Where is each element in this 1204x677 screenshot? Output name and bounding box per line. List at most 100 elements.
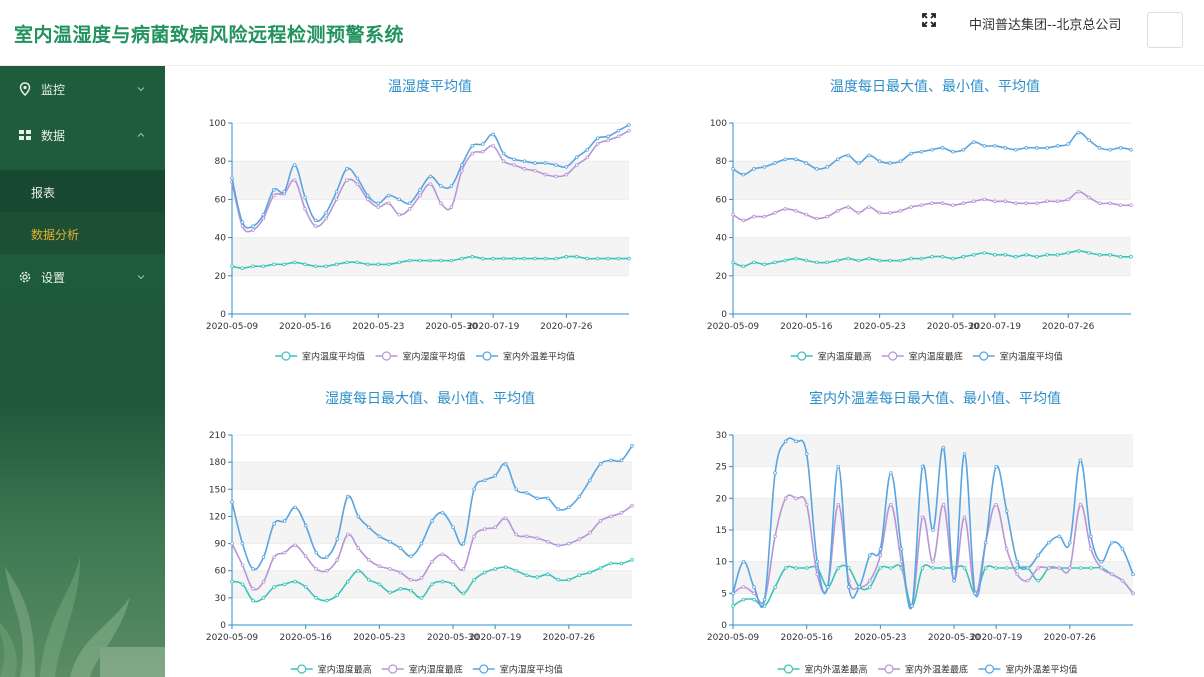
- chart-title: 温湿度平均值: [388, 79, 472, 95]
- y-tick-label: 150: [209, 485, 226, 495]
- data-point: [418, 193, 422, 198]
- data-point: [961, 254, 966, 259]
- avatar[interactable]: [1147, 12, 1183, 48]
- data-point: [1087, 195, 1091, 200]
- data-point: [836, 566, 841, 570]
- data-point: [588, 478, 592, 483]
- data-point: [449, 258, 454, 263]
- data-point: [941, 502, 946, 507]
- data-point: [616, 128, 621, 133]
- data-point: [773, 210, 777, 215]
- data-point: [240, 582, 245, 587]
- chart-title: 湿度每日最大值、最小值、平均值: [325, 391, 535, 407]
- data-point: [1013, 201, 1018, 206]
- data-point: [324, 210, 328, 215]
- y-tick-label: 0: [220, 621, 226, 631]
- data-point: [449, 205, 454, 209]
- data-point: [439, 258, 443, 263]
- data-point: [409, 577, 413, 582]
- sidebar-item-data-analysis[interactable]: 数据分析: [0, 212, 165, 254]
- data-point: [1024, 146, 1029, 150]
- data-point: [752, 260, 756, 265]
- gear-icon: [19, 271, 31, 283]
- main-content: 温湿度平均值 温度每日最大值、最小值、平均值 湿度每日最大值、最小值、平均值 室…: [165, 66, 1204, 677]
- data-point: [261, 264, 266, 269]
- data-point: [335, 537, 340, 541]
- y-tick-label: 60: [716, 195, 728, 205]
- legend-marker: [884, 664, 894, 674]
- y-tick-label: 10: [716, 558, 728, 568]
- y-tick-label: 0: [721, 621, 727, 631]
- data-point: [930, 201, 934, 206]
- data-point: [282, 550, 287, 555]
- sidebar-item-report[interactable]: 报表: [0, 170, 165, 212]
- data-point: [1004, 547, 1009, 551]
- data-point: [920, 515, 925, 520]
- data-point: [334, 262, 339, 267]
- data-point: [609, 561, 613, 566]
- x-tick-label: 2020-07-26: [543, 633, 596, 643]
- data-point: [606, 256, 610, 261]
- data-point: [814, 167, 819, 171]
- data-point: [324, 598, 329, 603]
- data-point: [293, 579, 297, 584]
- fullscreen-icon[interactable]: [921, 12, 937, 28]
- data-point: [835, 258, 840, 263]
- data-point: [630, 444, 634, 448]
- data-point: [428, 174, 433, 179]
- data-point: [282, 582, 287, 587]
- data-point: [962, 566, 967, 570]
- x-tick-label: 2020-07-26: [540, 322, 593, 332]
- data-point: [783, 258, 788, 263]
- data-point: [470, 254, 475, 259]
- data-point: [514, 568, 519, 573]
- data-point: [731, 260, 735, 265]
- x-tick-label: 2020-05-23: [854, 633, 906, 643]
- data-point: [577, 494, 582, 499]
- data-point: [961, 201, 966, 206]
- data-point: [334, 197, 339, 202]
- data-point: [1066, 197, 1070, 202]
- data-point: [543, 172, 548, 177]
- data-point: [577, 537, 582, 541]
- data-point: [419, 596, 424, 600]
- data-point: [940, 146, 945, 150]
- data-point: [407, 201, 412, 206]
- data-point: [556, 507, 561, 511]
- data-point: [512, 163, 516, 167]
- data-point: [994, 566, 998, 570]
- data-point: [460, 163, 464, 167]
- y-tick-label: 30: [215, 594, 227, 604]
- sidebar-item-settings[interactable]: 设置: [0, 254, 165, 300]
- data-point: [356, 546, 361, 550]
- y-tick-label: 30: [716, 431, 728, 441]
- data-point: [867, 205, 871, 209]
- data-point: [898, 209, 903, 213]
- data-point: [491, 144, 495, 148]
- data-point: [261, 579, 266, 584]
- data-point: [1045, 199, 1050, 204]
- data-point: [616, 134, 621, 139]
- data-point: [271, 188, 276, 192]
- data-point: [815, 559, 820, 564]
- data-point: [480, 142, 485, 146]
- data-point: [783, 439, 788, 444]
- data-point: [345, 178, 349, 183]
- data-point: [804, 161, 809, 165]
- sidebar-item-data[interactable]: 数据: [0, 112, 165, 158]
- data-point: [1129, 254, 1133, 259]
- data-point: [1034, 254, 1039, 259]
- data-point: [941, 445, 946, 450]
- data-point: [993, 199, 997, 204]
- sidebar-item-monitor[interactable]: 监控: [0, 66, 165, 112]
- data-point: [303, 195, 307, 200]
- data-point: [1087, 138, 1091, 142]
- company-name[interactable]: 中润普达集团--北京总公司: [969, 18, 1122, 33]
- data-point: [835, 157, 840, 162]
- data-point: [1068, 566, 1072, 570]
- legend-label: 室内温度平均值: [1000, 351, 1063, 363]
- data-point: [909, 205, 913, 209]
- data-point: [731, 604, 735, 608]
- legend-label: 室内外温差最高: [805, 664, 868, 676]
- data-point: [564, 165, 569, 169]
